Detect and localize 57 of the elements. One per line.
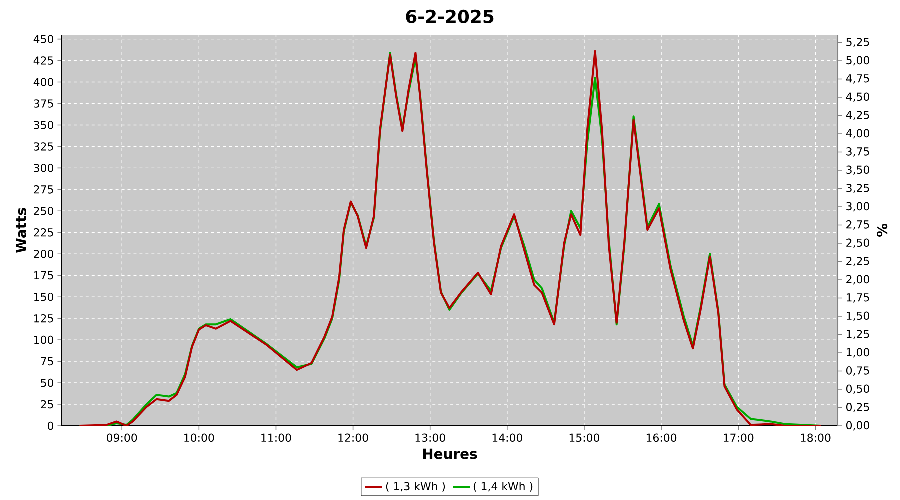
y-tick-label: 275 [34, 186, 54, 194]
y-tick-label: 25 [41, 400, 54, 409]
x-tick-label: 11:00 [262, 434, 292, 442]
y2-tick-label: 3,25 [846, 184, 870, 194]
x-tick-label: 12:00 [338, 434, 368, 442]
x-axis-title: Heures [423, 448, 478, 460]
y2-tick-label: 4,00 [846, 129, 870, 139]
y2-tick-label: 2,50 [846, 238, 870, 248]
y2-tick-label: 4,25 [846, 111, 870, 120]
y-tick-label: 400 [34, 78, 54, 86]
y2-tick-label: 0,00 [846, 421, 870, 431]
y2-tick-label: 2,25 [846, 257, 870, 266]
y2-tick-label: 2,75 [846, 220, 870, 230]
legend-label: ( 1,4 kWh ) [474, 482, 533, 492]
y2-tick-label: 5,25 [846, 38, 870, 48]
x-tick-label: 16:00 [646, 434, 677, 442]
y2-tick-label: 4,75 [846, 74, 870, 84]
y-tick-label: 125 [34, 314, 54, 323]
y-tick-label: 225 [34, 228, 54, 237]
y-tick-label: 50 [41, 378, 54, 388]
y2-tick-label: 1,00 [846, 348, 870, 358]
y2-axis-title: % [877, 224, 888, 238]
x-tick-label: 10:00 [184, 434, 214, 442]
y2-tick-label: 1,75 [846, 294, 870, 303]
chart-title: 6-2-2025 [406, 10, 494, 24]
y2-tick-label: 1,25 [846, 330, 870, 340]
y-tick-label: 75 [41, 357, 54, 366]
x-tick-label: 13:00 [416, 434, 446, 442]
y2-tick-label: 2,00 [846, 275, 870, 285]
y-tick-label: 325 [34, 142, 54, 151]
y-tick-label: 250 [34, 207, 54, 216]
y2-tick-label: 5,00 [846, 56, 870, 66]
y2-tick-label: 1,50 [846, 312, 870, 322]
y2-tick-label: 3,50 [846, 166, 870, 176]
y-tick-label: 350 [34, 121, 54, 130]
x-tick-label: 18:00 [801, 434, 831, 442]
legend-label: ( 1,3 kWh ) [386, 482, 446, 492]
y-tick-label: 425 [34, 56, 54, 65]
y-tick-label: 375 [34, 100, 54, 108]
y-tick-label: 175 [34, 272, 54, 280]
y2-tick-label: 3,75 [846, 148, 870, 157]
x-tick-label: 15:00 [570, 434, 600, 442]
y-tick-label: 200 [34, 250, 54, 258]
y-tick-label: 300 [34, 164, 54, 172]
y-tick-label: 0 [48, 422, 54, 430]
y-tick-label: 100 [34, 336, 54, 344]
y2-tick-label: 4,50 [846, 92, 870, 102]
y2-tick-label: 0,25 [846, 403, 870, 412]
y2-tick-label: 0,75 [846, 366, 870, 376]
y-tick-label: 150 [34, 292, 54, 302]
y-axis-title: Watts [16, 208, 26, 254]
y2-tick-label: 0,50 [846, 384, 870, 394]
y2-tick-label: 3,00 [846, 202, 870, 212]
y-tick-label: 450 [34, 35, 54, 44]
x-tick-label: 14:00 [492, 434, 522, 442]
x-tick-label: 09:00 [107, 434, 138, 442]
x-tick-label: 17:00 [724, 434, 754, 442]
